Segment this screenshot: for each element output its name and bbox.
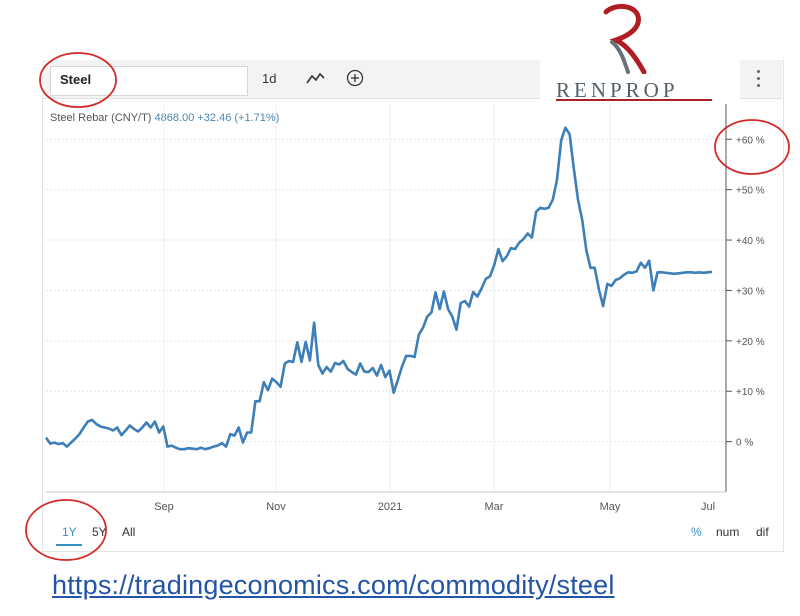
- y-tick-label: 0 %: [736, 438, 753, 449]
- source-url-link[interactable]: https://tradingeconomics.com/commodity/s…: [52, 570, 615, 600]
- x-tick-label: Mar: [485, 501, 504, 513]
- active-range-underline: [56, 544, 82, 546]
- x-tick-label: Jul: [701, 501, 715, 513]
- y-tick-label: +20 %: [736, 337, 765, 348]
- y-tick-label: +30 %: [736, 286, 765, 297]
- view-button-percent[interactable]: %: [691, 525, 702, 539]
- vertical-dots-icon[interactable]: [748, 66, 768, 94]
- view-button-dif[interactable]: dif: [756, 525, 769, 539]
- logo-mark-icon: [598, 2, 648, 79]
- search-input-value: Steel: [60, 72, 92, 87]
- x-tick-label: Nov: [266, 501, 286, 513]
- y-tick-label: +10 %: [736, 387, 765, 398]
- y-tick-label: +40 %: [736, 236, 765, 247]
- logo-underline: [556, 99, 712, 101]
- annotation-circle-axis: [714, 119, 790, 175]
- annotation-circle-search: [39, 52, 117, 108]
- x-tick-label: Sep: [154, 501, 174, 513]
- chart-frame: [42, 60, 784, 552]
- y-tick-label: +50 %: [736, 186, 765, 197]
- x-tick-label: 2021: [378, 501, 402, 513]
- line-chart-icon[interactable]: [306, 70, 326, 89]
- range-button-1y[interactable]: 1Y: [62, 525, 77, 539]
- annotation-circle-range: [25, 499, 107, 561]
- interval-button[interactable]: 1d: [262, 71, 277, 86]
- series-legend: Steel Rebar (CNY/T) 4868.00 +32.46 (+1.7…: [50, 112, 279, 124]
- search-input[interactable]: [50, 66, 248, 96]
- x-tick-label: May: [600, 501, 621, 513]
- series-line: [44, 126, 713, 451]
- range-button-5y[interactable]: 5Y: [92, 525, 107, 539]
- logo-text: RENPROP: [556, 78, 679, 102]
- view-button-num[interactable]: num: [716, 525, 740, 539]
- legend-series-name: Steel Rebar (CNY/T): [50, 112, 152, 124]
- y-tick-label: +60 %: [736, 135, 765, 146]
- plus-circle-icon[interactable]: [346, 69, 364, 90]
- range-button-all[interactable]: All: [122, 525, 136, 539]
- legend-change: +32.46 (+1.71%): [197, 112, 280, 124]
